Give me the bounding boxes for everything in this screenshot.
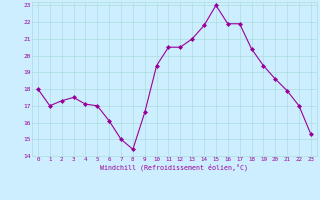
X-axis label: Windchill (Refroidissement éolien,°C): Windchill (Refroidissement éolien,°C) xyxy=(100,164,248,171)
